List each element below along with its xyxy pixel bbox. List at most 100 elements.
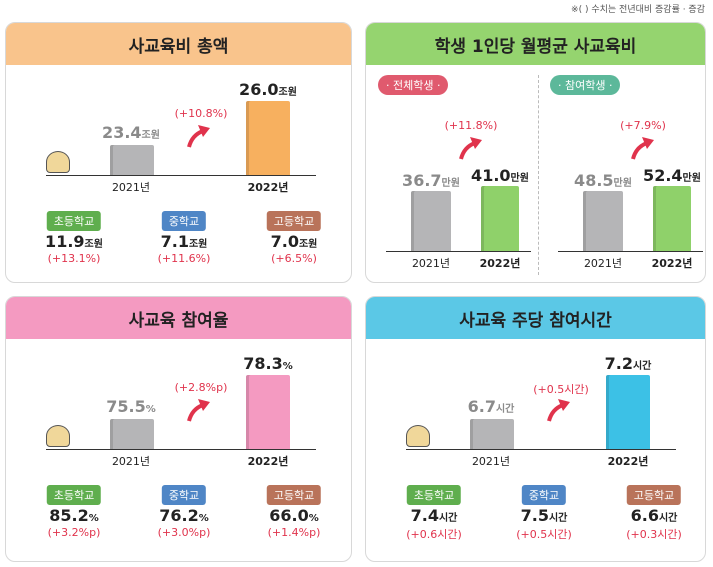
group-label: · 전체학생 · <box>378 75 449 95</box>
arrow-icon <box>186 123 212 149</box>
group-label: · 참여학생 · <box>550 75 621 95</box>
arrow-icon <box>458 135 484 161</box>
value: 85.2 <box>49 506 89 525</box>
baseline <box>46 449 316 450</box>
level-change: (+11.6%) <box>157 252 211 265</box>
unit: 조원 <box>188 239 208 250</box>
level-value: 7.0조원 <box>271 232 318 251</box>
year: 2021년 <box>111 455 151 468</box>
value-label: 75.5% <box>106 397 156 416</box>
bar-2021 <box>110 145 154 175</box>
unit: 만원 <box>510 173 529 184</box>
panel: 학생 1인당 월평균 사교육비 · 전체학생 · (+11.8%) 36.7만원 41.… <box>365 22 706 283</box>
unit: % <box>308 513 319 524</box>
bar-2021 <box>411 191 451 251</box>
value-label: 48.5만원 <box>574 171 632 190</box>
bar-2022 <box>653 186 691 251</box>
level-value: 6.6시간 <box>631 506 678 525</box>
value: 7.0 <box>270 232 299 251</box>
bar-2022 <box>246 101 290 175</box>
level-tag: 초등학교 <box>46 211 102 231</box>
panel-title: 학생 1인당 월평균 사교육비 <box>366 23 705 65</box>
value-label: 7.2시간 <box>605 354 652 373</box>
value-label: 78.3% <box>243 354 293 373</box>
unit: 조원 <box>84 239 103 250</box>
value-label: 52.4만원 <box>643 166 701 185</box>
level-value: 11.9조원 <box>45 232 103 251</box>
panel-title: 사교육비 총액 <box>6 23 351 65</box>
unit: 만원 <box>613 178 632 189</box>
value: 23.4 <box>102 123 142 142</box>
year: 2022년 <box>247 455 289 468</box>
value: 6.7 <box>467 397 496 416</box>
level-change: (+0.5시간) <box>516 528 572 541</box>
panel-title: 사교육 참여율 <box>6 297 351 339</box>
level-value: 76.2% <box>159 506 209 525</box>
arrow <box>631 137 654 160</box>
value-label: 36.7만원 <box>402 171 460 190</box>
unit: 만원 <box>682 173 701 184</box>
arrow-icon <box>546 397 572 423</box>
change: (+7.9%) <box>620 119 666 132</box>
value-label: 26.0조원 <box>239 80 297 99</box>
value: 36.7 <box>402 171 442 190</box>
year: 2021년 <box>111 181 151 194</box>
unit: % <box>145 404 156 415</box>
level-change: (+0.3시간) <box>626 528 682 541</box>
bar-2022 <box>481 186 519 251</box>
value-label: 41.0만원 <box>471 166 529 185</box>
level-value: 85.2% <box>49 506 99 525</box>
level-change: (+3.0%p) <box>157 526 211 539</box>
arrow <box>187 399 210 422</box>
bar-2021 <box>470 419 514 449</box>
value-label: 6.7시간 <box>468 397 515 416</box>
unit: 조원 <box>298 239 318 250</box>
arrow <box>187 125 210 148</box>
level-change: (+0.6시간) <box>406 528 462 541</box>
bar-2022 <box>606 375 650 449</box>
arrow <box>547 399 570 422</box>
unit: 만원 <box>441 178 460 189</box>
divider <box>538 75 539 275</box>
value: 7.2 <box>604 354 633 373</box>
year: 2022년 <box>479 257 521 270</box>
level-change: (+3.2%p) <box>47 526 101 539</box>
level-change: (+1.4%p) <box>267 526 321 539</box>
baseline <box>46 175 316 176</box>
value: 7.5 <box>520 506 549 525</box>
level-tag: 고등학교 <box>626 485 682 505</box>
year: 2021년 <box>583 257 623 270</box>
unit: 조원 <box>141 130 160 141</box>
year: 2022년 <box>607 455 649 468</box>
panel: 사교육비 총액 (+10.8%) 23.4조원 26.0조원 2021년 2022년 초등학… <box>5 22 352 283</box>
unit: % <box>88 513 99 524</box>
baseline <box>558 251 703 252</box>
year: 2021년 <box>471 455 511 468</box>
year: 2022년 <box>247 181 289 194</box>
panel-title: 사교육 주당 참여시간 <box>366 297 705 339</box>
level-value: 7.1조원 <box>161 232 208 251</box>
bar-2022 <box>246 375 290 449</box>
value: 52.4 <box>643 166 683 185</box>
unit: % <box>282 361 293 372</box>
value: 75.5 <box>106 397 146 416</box>
baseline <box>406 449 676 450</box>
level-tag: 중학교 <box>161 485 207 505</box>
unit: 시간 <box>495 404 515 415</box>
level-tag: 중학교 <box>161 211 207 231</box>
year: 2021년 <box>411 257 451 270</box>
icon <box>406 425 430 447</box>
icon <box>46 151 70 173</box>
arrow <box>459 137 482 160</box>
level-tag: 고등학교 <box>266 485 322 505</box>
unit: 시간 <box>658 513 678 524</box>
level-tag: 초등학교 <box>46 485 102 505</box>
unit: 시간 <box>548 513 568 524</box>
note: ※( ) 수치는 전년대비 증감률 · 증감 <box>571 5 705 15</box>
value: 66.0 <box>269 506 309 525</box>
baseline <box>386 251 531 252</box>
value: 6.6 <box>630 506 659 525</box>
unit: 조원 <box>278 87 297 98</box>
change: (+11.8%) <box>444 119 498 132</box>
